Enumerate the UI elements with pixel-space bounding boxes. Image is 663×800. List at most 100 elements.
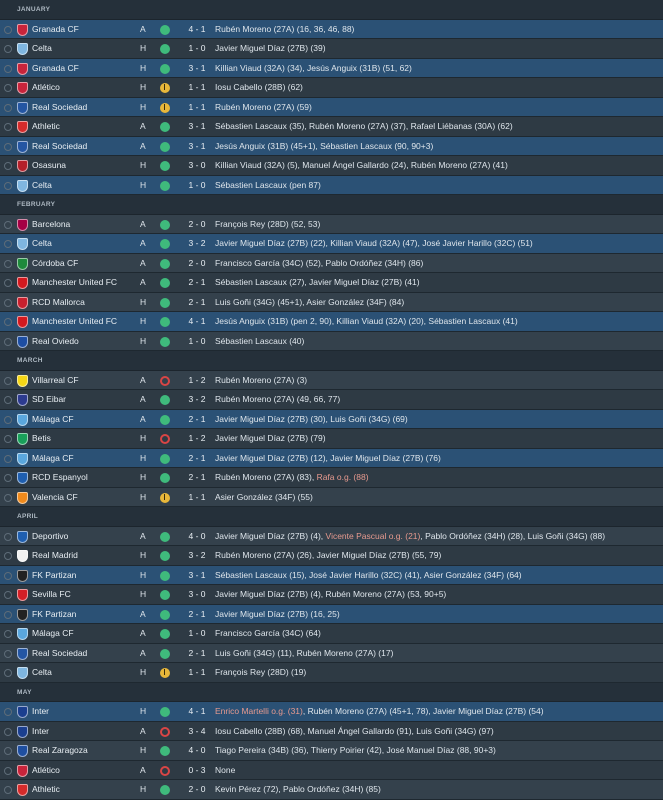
match-score[interactable]: 2 - 1 [188,452,206,463]
match-score[interactable]: 2 - 0 [188,218,206,229]
select-radio[interactable] [4,474,12,482]
opponent-name[interactable]: Manchester United FC [32,316,118,326]
opponent-name[interactable]: Málaga CF [32,628,74,638]
match-score[interactable]: 4 - 1 [188,23,206,34]
match-row[interactable]: FK Partizan H 3 - 1 Sébastien Lascaux (15),… [0,565,663,585]
match-row[interactable]: Manchester United FC A 2 - 1 Sébastien Lasc… [0,273,663,293]
select-radio[interactable] [4,435,12,443]
match-row[interactable]: Villarreal CF A 1 - 2 Rubén Moreno (27A) (3… [0,370,663,390]
match-row[interactable]: Málaga CF H 2 - 1 Javier Miguel Díaz (27B) … [0,448,663,468]
opponent-name[interactable]: Real Sociedad [32,140,88,151]
match-score[interactable]: 2 - 0 [188,784,206,794]
select-radio[interactable] [4,84,12,92]
opponent-name[interactable]: Deportivo [32,530,69,541]
select-radio[interactable] [4,220,12,229]
select-radio[interactable] [4,25,12,34]
match-score[interactable]: 4 - 1 [188,316,206,326]
match-row[interactable]: Inter A 3 - 4 Iosu Cabello (28B) (68), Manu… [0,721,663,741]
select-radio[interactable] [4,298,12,307]
select-radio[interactable] [4,318,12,326]
match-score[interactable]: 4 - 1 [188,706,206,716]
opponent-name[interactable]: SD Eibar [32,394,67,404]
match-row[interactable]: FK Partizan A 2 - 1 Javier Miguel Díaz (27B… [0,604,663,624]
match-row[interactable]: Betis H 1 - 2 Javier Miguel Díaz (27B) (79) [0,429,663,449]
opponent-name[interactable]: Celta [32,43,52,53]
match-row[interactable]: Valencia CF H 1 - 1 Asier González (34F) (5… [0,487,663,507]
select-radio[interactable] [4,162,12,170]
opponent-name[interactable]: Celta [32,179,52,190]
match-row[interactable]: Málaga CF A 1 - 0 Francisco García (34C) (6… [0,624,663,644]
select-radio[interactable] [4,493,12,502]
opponent-name[interactable]: Inter [32,706,50,716]
select-radio[interactable] [4,591,12,599]
opponent-name[interactable]: FK Partizan [32,569,77,580]
match-row[interactable]: Inter H 4 - 1 Enrico Martelli o.g. (31), Ru… [0,702,663,722]
opponent-name[interactable]: Córdoba CF [32,257,79,268]
match-score[interactable]: 3 - 2 [188,550,206,560]
opponent-name[interactable]: Sevilla FC [32,589,71,599]
match-row[interactable]: RCD Espanyol H 2 - 1 Rubén Moreno (27A) (83… [0,468,663,488]
select-radio[interactable] [4,396,12,404]
select-radio[interactable] [4,181,12,190]
opponent-name[interactable]: Celta [32,667,52,677]
match-score[interactable]: 2 - 0 [188,257,206,268]
opponent-name[interactable]: Osasuna [32,160,67,170]
match-score[interactable]: 2 - 1 [188,647,206,658]
match-score[interactable]: 3 - 1 [188,569,206,580]
select-radio[interactable] [4,552,12,560]
match-row[interactable]: Athletic H 2 - 0 Kevin Pérez (72), Pablo Or… [0,780,663,800]
match-row[interactable]: Athletic A 3 - 1 Sébastien Lascaux (35), Ru… [0,117,663,137]
match-row[interactable]: Manchester United FC H 4 - 1 Jesús Anguix (… [0,312,663,332]
opponent-name[interactable]: Granada CF [32,62,79,73]
select-radio[interactable] [4,630,12,638]
match-score[interactable]: 1 - 2 [188,374,206,385]
match-row[interactable]: Celta A 3 - 2 Javier Miguel Díaz (27B) (22)… [0,234,663,254]
match-row[interactable]: Celta H 1 - 0 Sébastien Lascaux (pen 87) [0,175,663,195]
select-radio[interactable] [4,123,12,131]
select-radio[interactable] [4,142,12,151]
opponent-name[interactable]: FK Partizan [32,608,77,619]
match-row[interactable]: Real Zaragoza H 4 - 0 Tiago Pereira (34B) (… [0,741,663,761]
match-score[interactable]: 1 - 0 [188,628,206,638]
match-score[interactable]: 3 - 1 [188,140,206,151]
opponent-name[interactable]: Málaga CF [32,413,74,424]
match-score[interactable]: 1 - 1 [188,101,206,112]
select-radio[interactable] [4,708,12,716]
select-radio[interactable] [4,376,12,385]
match-score[interactable]: 1 - 1 [188,82,206,92]
match-score[interactable]: 1 - 1 [188,667,206,677]
match-row[interactable]: Real Madrid H 3 - 2 Rubén Moreno (27A) (26)… [0,546,663,566]
match-row[interactable]: Granada CF A 4 - 1 Rubén Moreno (27A) (16, … [0,19,663,39]
match-score[interactable]: 3 - 0 [188,160,206,170]
match-row[interactable]: Atlético H 1 - 1 Iosu Cabello (28B) (62) [0,78,663,98]
match-score[interactable]: 0 - 3 [188,764,206,775]
match-row[interactable]: Real Sociedad A 2 - 1 Luis Goñi (34G) (11),… [0,643,663,663]
match-row[interactable]: Barcelona A 2 - 0 François Rey (28D) (52, 5… [0,214,663,234]
match-score[interactable]: 4 - 0 [188,745,206,755]
match-row[interactable]: Córdoba CF A 2 - 0 Francisco García (34C) (… [0,253,663,273]
match-score[interactable]: 2 - 1 [188,413,206,424]
opponent-name[interactable]: Barcelona [32,218,71,229]
select-radio[interactable] [4,64,12,73]
opponent-name[interactable]: Real Zaragoza [32,745,88,755]
select-radio[interactable] [4,571,12,580]
match-score[interactable]: 2 - 1 [188,472,206,482]
select-radio[interactable] [4,415,12,424]
match-row[interactable]: Celta H 1 - 1 François Rey (28D) (19) [0,663,663,683]
match-row[interactable]: Real Oviedo H 1 - 0 Sébastien Lascaux (40) [0,331,663,351]
opponent-name[interactable]: Real Oviedo [32,335,79,346]
select-radio[interactable] [4,766,12,775]
select-radio[interactable] [4,669,12,677]
match-score[interactable]: 3 - 2 [188,238,206,248]
opponent-name[interactable]: Valencia CF [32,491,78,502]
match-score[interactable]: 3 - 2 [188,394,206,404]
match-row[interactable]: Celta H 1 - 0 Javier Miguel Díaz (27B) (39) [0,39,663,59]
select-radio[interactable] [4,337,12,346]
select-radio[interactable] [4,240,12,248]
match-score[interactable]: 1 - 0 [188,179,206,190]
opponent-name[interactable]: RCD Mallorca [32,296,85,307]
match-row[interactable]: Granada CF H 3 - 1 Killian Viaud (32A) (34)… [0,58,663,78]
opponent-name[interactable]: Athletic [32,784,60,794]
opponent-name[interactable]: Granada CF [32,23,79,34]
select-radio[interactable] [4,727,12,736]
